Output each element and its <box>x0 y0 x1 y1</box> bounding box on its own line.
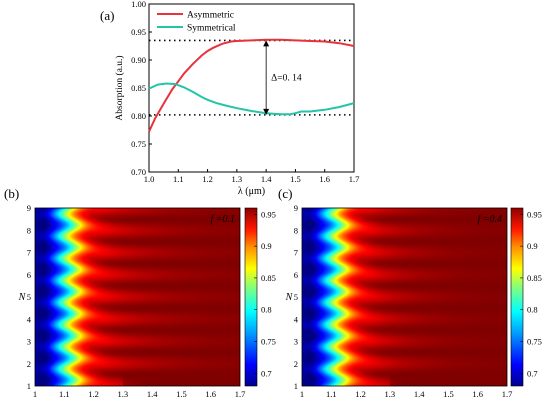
colorbar-tick-label: 0.75 <box>261 337 276 347</box>
colorbar-tick-label: 0.8 <box>261 305 272 315</box>
series-line-symmetrical <box>148 82 355 116</box>
y-tick-label: 5 <box>27 292 31 302</box>
x-axis-label: λ (μm) <box>238 186 265 197</box>
y-tick-label: 0.75 <box>131 139 146 149</box>
y-tick-label: 2 <box>294 359 298 369</box>
x-tick-label: 1.3 <box>232 174 243 184</box>
y-tick-label: 8 <box>294 225 298 235</box>
x-tick-label: 1.4 <box>414 389 425 399</box>
colorbar-tick-label: 0.75 <box>527 337 542 347</box>
x-tick-label: 1.1 <box>59 389 70 399</box>
x-tick-label: 1.6 <box>472 389 483 399</box>
heatmap-b-image <box>35 208 240 386</box>
colorbar <box>244 207 258 387</box>
colorbar-tick-label: 0.9 <box>261 241 272 251</box>
colorbar <box>510 207 524 387</box>
y-tick-label: 0.95 <box>131 27 146 37</box>
y-tick-label: 6 <box>294 270 298 280</box>
colorbar-tick-label: 0.85 <box>527 273 542 283</box>
delta-arrow-head-bottom <box>263 108 270 115</box>
x-tick-label: 1.2 <box>355 389 366 399</box>
y-tick-label: 4 <box>27 314 32 324</box>
x-tick-label: 1.1 <box>326 389 337 399</box>
x-tick-label: 1.4 <box>261 174 272 184</box>
y-axis-label: N <box>285 292 294 303</box>
plot-frame <box>148 3 355 173</box>
panel-label-b: (b) <box>4 186 19 201</box>
y-tick-label: 3 <box>27 337 31 347</box>
y-tick-label: 0.85 <box>131 83 146 93</box>
y-tick-label: 2 <box>27 359 31 369</box>
x-tick-label: 1.0 <box>144 174 155 184</box>
heatmap-b: 1 1.1 1.2 1.3 1.4 1.5 1.6 1.7 1 2 3 4 5 6 7 8 9 Nf =0.1 0.… <box>18 203 276 399</box>
colorbar-tick-label: 0.7 <box>527 368 538 378</box>
x-tick-label: 1 <box>33 389 37 399</box>
colorbar-tick-label: 0.9 <box>527 241 538 251</box>
colorbar-tick-label: 0.95 <box>261 209 276 219</box>
x-tick-label: 1.5 <box>176 389 187 399</box>
y-tick-label: 3 <box>294 337 298 347</box>
legend-label: Asymmetric <box>187 11 234 21</box>
y-tick-label: 6 <box>27 270 31 280</box>
x-tick-label: 1.2 <box>88 389 99 399</box>
y-tick-label: 4 <box>294 314 299 324</box>
x-tick-label: 1.7 <box>502 389 513 399</box>
y-tick-label: 1 <box>27 381 31 391</box>
y-tick-label: 0.70 <box>131 167 146 177</box>
panel-label-a: (a) <box>100 8 114 23</box>
x-tick-label: 1.6 <box>319 174 330 184</box>
colorbar-tick-label: 0.95 <box>527 209 542 219</box>
y-tick-label: 5 <box>294 292 298 302</box>
y-axis-label: N <box>18 292 27 303</box>
delta-annotation: Δ=0. 14 <box>271 74 302 84</box>
heatmap-f-label: f =0.1 <box>210 214 235 225</box>
y-tick-label: 1 <box>294 381 298 391</box>
y-tick-label: 7 <box>27 248 31 258</box>
line-chart-a: 1.0 1.1 1.2 1.3 1.4 1.5 1.6 1.7 0.70 0.75 0.80 0.85… <box>114 0 359 197</box>
heatmap-f-label: f =0.4 <box>477 214 502 225</box>
y-tick-label: 1.00 <box>131 0 146 9</box>
x-tick-label: 1.3 <box>385 389 396 399</box>
y-tick-label: 9 <box>27 203 31 213</box>
x-tick-label: 1.7 <box>235 389 246 399</box>
heatmap-frame <box>301 207 508 387</box>
y-axis-label: Absorption (a.u.) <box>114 55 125 120</box>
series-line-asymmetric <box>148 38 355 133</box>
legend-label: Symmetrical <box>187 24 236 34</box>
x-tick-label: 1.1 <box>173 174 184 184</box>
x-tick-label: 1.2 <box>202 174 213 184</box>
delta-arrow-head-top <box>263 40 270 47</box>
y-tick-label: 8 <box>27 225 31 235</box>
y-tick-label: 9 <box>294 203 298 213</box>
x-tick-label: 1.4 <box>147 389 158 399</box>
y-tick-label: 0.90 <box>131 55 146 65</box>
x-tick-label: 1.5 <box>290 174 301 184</box>
colorbar-tick-label: 0.85 <box>261 273 276 283</box>
y-tick-label: 7 <box>294 248 298 258</box>
x-tick-label: 1 <box>300 389 304 399</box>
colorbar-tick-label: 0.7 <box>261 368 272 378</box>
heatmap-frame <box>34 207 241 387</box>
x-tick-label: 1.5 <box>443 389 454 399</box>
heatmap-c: 1 1.1 1.2 1.3 1.4 1.5 1.6 1.7 1 2 3 4 5 6 7 8 9 Nf =0.4 0.… <box>285 203 542 399</box>
panel-label-c: (c) <box>278 186 292 201</box>
heatmap-c-image <box>302 208 507 386</box>
colorbar-tick-label: 0.8 <box>527 305 538 315</box>
x-tick-label: 1.7 <box>349 174 360 184</box>
y-tick-label: 0.80 <box>131 111 146 121</box>
x-tick-label: 1.3 <box>118 389 129 399</box>
x-tick-label: 1.6 <box>205 389 216 399</box>
